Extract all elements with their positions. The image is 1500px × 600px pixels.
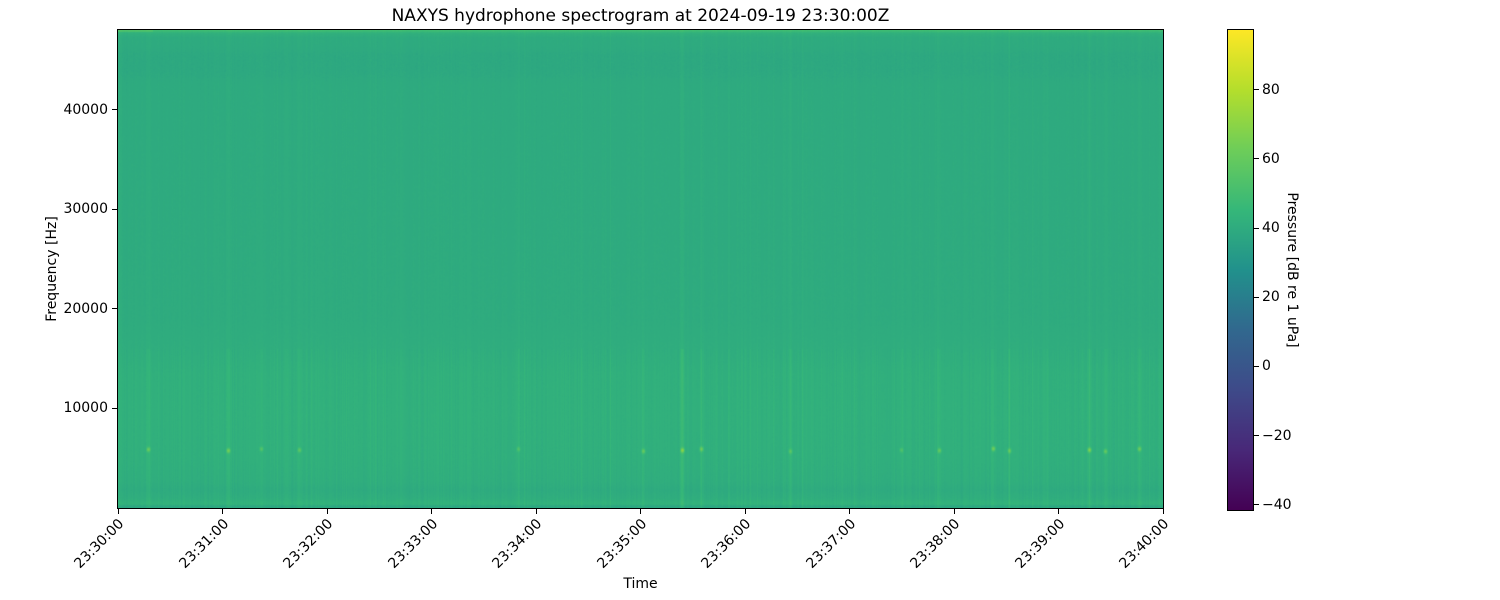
x-tick-label-text: 23:36:00 xyxy=(698,516,755,572)
x-tick-label-text: 23:40:00 xyxy=(1116,516,1173,572)
colorbar-tick-mark xyxy=(1254,227,1259,229)
colorbar-tick-mark xyxy=(1254,365,1259,367)
x-tick-mark xyxy=(953,509,955,514)
colorbar-tick-mark xyxy=(1254,435,1259,437)
colorbar-tick-label: −40 xyxy=(1262,496,1292,513)
x-tick-mark xyxy=(535,509,537,514)
x-tick-mark xyxy=(1162,509,1164,514)
y-tick-label: 30000 xyxy=(63,201,108,218)
x-tick-label-text: 23:30:00 xyxy=(71,516,128,572)
x-tick-mark xyxy=(326,509,328,514)
colorbar-tick-mark xyxy=(1254,504,1259,506)
colorbar-gradient xyxy=(1228,30,1253,510)
x-tick-mark xyxy=(1058,509,1059,514)
y-tick-mark xyxy=(112,407,117,409)
x-axis-label: Time xyxy=(623,576,658,592)
colorbar-tick-label: 40 xyxy=(1262,220,1280,237)
x-tick-mark xyxy=(744,509,746,514)
colorbar xyxy=(1227,29,1254,511)
x-tick-mark xyxy=(222,509,223,514)
x-tick-mark xyxy=(117,509,119,514)
colorbar-tick-mark xyxy=(1254,296,1259,298)
chart-title: NAXYS hydrophone spectrogram at 2024-09-… xyxy=(391,6,890,26)
x-tick-mark xyxy=(640,509,641,514)
x-tick-label-text: 23:39:00 xyxy=(1012,516,1068,572)
colorbar-tick-label: 0 xyxy=(1262,358,1271,375)
x-tick-mark xyxy=(849,509,850,514)
colorbar-tick-label: 60 xyxy=(1262,150,1280,167)
colorbar-tick-label: 80 xyxy=(1262,81,1280,98)
x-tick-label-text: 23:33:00 xyxy=(385,516,441,572)
x-tick-label-text: 23:38:00 xyxy=(907,516,964,572)
colorbar-tick-mark xyxy=(1254,89,1259,91)
colorbar-tick-label: 20 xyxy=(1262,289,1280,306)
x-tick-label-text: 23:37:00 xyxy=(803,516,859,572)
x-tick-label-text: 23:31:00 xyxy=(176,516,232,572)
colorbar-tick-label: −20 xyxy=(1262,427,1292,444)
plot-area xyxy=(117,29,1164,509)
x-tick-mark xyxy=(431,509,432,514)
y-tick-label: 10000 xyxy=(63,400,108,417)
y-tick-label: 20000 xyxy=(63,300,108,317)
x-tick-label-text: 23:34:00 xyxy=(489,516,546,572)
x-tick-label-text: 23:32:00 xyxy=(280,516,337,572)
y-tick-mark xyxy=(112,208,117,210)
x-tick-label-text: 23:35:00 xyxy=(594,516,650,572)
colorbar-label: Pressure [dB re 1 uPa] xyxy=(1284,192,1300,348)
y-tick-mark xyxy=(112,109,117,111)
y-tick-label: 40000 xyxy=(63,101,108,118)
y-tick-mark xyxy=(112,308,117,310)
spectrogram-canvas xyxy=(118,30,1163,508)
colorbar-tick-mark xyxy=(1254,158,1259,160)
